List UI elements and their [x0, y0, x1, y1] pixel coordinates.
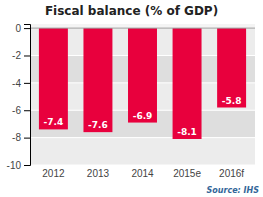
x-tick-label: 2014	[131, 168, 154, 179]
y-tick: -6	[12, 105, 30, 116]
data-label: -7.4	[44, 117, 64, 127]
y-tick-mark	[24, 28, 30, 29]
y-tick: -2	[12, 50, 30, 61]
data-label: -8.1	[177, 127, 197, 137]
grid-band	[30, 138, 255, 165]
plot-area: 0-2-4-6-8-102012201320142015e2016f-7.4-7…	[7, 23, 255, 179]
annotation: Source: IHS	[207, 186, 260, 195]
x-tick-label: 2015e	[173, 168, 201, 179]
y-tick-label: -8	[12, 132, 21, 143]
x-tick: 2015e	[173, 168, 201, 179]
data-label: -5.8	[222, 96, 242, 106]
zero-line	[30, 28, 255, 29]
y-tick-label: -10	[7, 160, 22, 171]
x-tick-label: 2012	[42, 168, 65, 179]
grid-line	[30, 28, 255, 29]
y-tick-mark	[24, 83, 30, 84]
y-tick-label: -6	[12, 105, 21, 116]
y-tick-mark	[24, 55, 30, 56]
bar	[39, 28, 68, 129]
x-tick: 2012	[42, 168, 65, 179]
y-tick-label: -2	[12, 50, 21, 61]
x-tick: 2016f	[219, 168, 244, 179]
y-axis-line	[24, 25, 31, 166]
y-tick-label: 0	[15, 23, 21, 34]
y-tick: -10	[7, 160, 30, 171]
grid	[30, 28, 255, 165]
data-labels: -7.4 -7.6 -6.9 -8.1 -5.8	[44, 96, 242, 137]
x-tick-label: 2016f	[219, 168, 244, 179]
x-tick-label: 2013	[87, 168, 110, 179]
y-tick: -4	[12, 78, 30, 89]
y-tick: 0	[15, 23, 30, 34]
bar	[217, 28, 246, 107]
title: Fiscal balance (% of GDP)	[45, 4, 218, 18]
chart-svg: 0-2-4-6-8-102012201320142015e2016f-7.4-7…	[0, 0, 263, 197]
x-tick: 2014	[131, 168, 154, 179]
plot-background	[30, 24, 255, 165]
x-tick: 2013	[87, 168, 110, 179]
bar	[128, 28, 157, 122]
y-axis: 0 -2 -4 -6 -8 -10	[7, 23, 31, 171]
y-tick-label: -4	[12, 78, 21, 89]
grid-line	[30, 165, 255, 166]
y-tick-mark	[24, 110, 30, 111]
bar	[83, 28, 112, 132]
data-label: -7.6	[88, 120, 108, 130]
y-tick-mark	[24, 165, 30, 166]
y-tick: -8	[12, 132, 30, 143]
y-tick-mark	[24, 138, 30, 139]
bars	[39, 28, 246, 139]
bar	[173, 28, 202, 139]
grid-line	[30, 137, 255, 138]
x-axis: 2012 2013 2014 2015e 2016f	[42, 168, 244, 179]
data-label: -6.9	[133, 111, 153, 121]
